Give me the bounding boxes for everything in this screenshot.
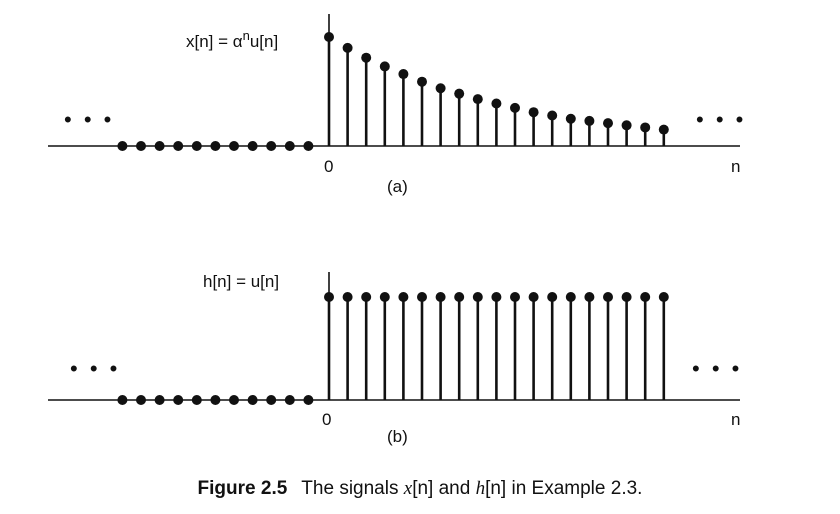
panel-b-caption-label: (b)	[387, 427, 408, 446]
panel-a-sample-n10	[510, 102, 520, 113]
panel-b-zero-sample-n-7	[191, 395, 202, 405]
panel-a-sample-n14	[584, 115, 595, 126]
panel-b-sample-n15	[603, 292, 613, 302]
panel-a-sample-n6	[435, 83, 446, 94]
panel-a-signal-label: x[n] = αnu[n]	[186, 28, 278, 51]
panel-a-sample-n18	[658, 124, 669, 135]
panel-b-sample-n2	[361, 292, 372, 302]
panel-a-sample-n8	[472, 94, 483, 105]
panel-b-zero-sample-n-5	[229, 395, 239, 405]
panel-b-n-label: n	[731, 410, 740, 429]
panel-b-zero-sample-n-4	[247, 395, 258, 405]
panel-a-sample-n16	[621, 120, 632, 131]
panel-a-zero-sample-n-10	[136, 141, 146, 151]
panel-b-sample-n9	[491, 292, 502, 302]
figure-caption: Figure 2.5 The signals x[n] and h[n] in E…	[197, 478, 643, 499]
panel-a-n-label: n	[731, 157, 740, 176]
panel-a-sample-n5	[417, 76, 427, 87]
panel-a: • • • • • • x[n] = αnu[n] 0 n (a)	[48, 14, 746, 196]
panel-a-caption-label: (a)	[387, 177, 408, 196]
panel-a-sample-n7	[454, 88, 465, 99]
panel-a-zero-sample-n-11	[117, 141, 128, 151]
panel-b: • • • • • • h[n] = u[n] 0 n (b)	[48, 272, 742, 446]
panel-a-zero-sample-n-6	[210, 141, 221, 151]
panel-b-sample-n6	[435, 292, 446, 302]
panel-a-sample-n13	[565, 113, 576, 124]
panel-b-sample-n8	[472, 292, 483, 302]
panel-a-zero-sample-n-7	[191, 141, 202, 151]
panel-a-sample-n2	[361, 52, 372, 63]
panel-b-sample-n4	[398, 292, 409, 302]
panel-b-zero-sample-n-9	[154, 395, 165, 405]
panel-b-left-continuation: • • •	[70, 356, 120, 381]
panel-b-sample-n5	[417, 292, 427, 302]
panel-a-zero-sample-n-5	[229, 141, 239, 151]
panel-a-sample-n17	[640, 122, 651, 133]
panel-a-sample-n15	[603, 118, 613, 129]
panel-b-zero-sample-n-2	[284, 395, 295, 405]
panel-a-sample-n0	[324, 32, 334, 42]
panel-a-sample-n4	[398, 69, 409, 80]
panel-a-zero-sample-n-2	[284, 141, 295, 151]
panel-a-sample-n11	[528, 107, 539, 118]
panel-a-sample-n9	[491, 98, 502, 109]
panel-b-sample-n16	[621, 292, 632, 302]
panel-a-zero-sample-n-1	[303, 141, 314, 151]
panel-b-zero-sample-n-10	[136, 395, 146, 405]
figure-number: Figure 2.5	[197, 478, 288, 499]
panel-b-sample-n18	[658, 292, 669, 302]
panel-b-signal-label: h[n] = u[n]	[203, 272, 279, 291]
panel-a-origin-label: 0	[324, 157, 333, 176]
panel-b-sample-n14	[584, 292, 595, 302]
panel-a-zero-sample-n-9	[154, 141, 165, 151]
panel-b-zero-sample-n-11	[117, 395, 128, 405]
panel-a-sample-n3	[379, 61, 390, 72]
panel-b-zero-sample-n-1	[303, 395, 314, 405]
panel-b-sample-n1	[342, 292, 353, 302]
panel-b-sample-n12	[547, 292, 558, 302]
panel-a-zero-sample-n-3	[266, 141, 277, 151]
panel-b-right-continuation: • • •	[692, 356, 742, 381]
panel-b-sample-n17	[640, 292, 651, 302]
panel-a-sample-n1	[342, 42, 353, 53]
panel-a-right-continuation: • • •	[696, 107, 746, 132]
panel-b-sample-n0	[324, 292, 334, 302]
panel-a-zero-sample-n-4	[247, 141, 258, 151]
panel-b-zero-sample-n-6	[210, 395, 221, 405]
panel-a-stems	[117, 32, 669, 151]
panel-b-sample-n10	[510, 292, 520, 302]
panel-b-origin-label: 0	[322, 410, 331, 429]
panel-b-stems	[117, 292, 669, 405]
panel-a-zero-sample-n-8	[173, 141, 184, 151]
panel-b-sample-n3	[379, 292, 390, 302]
panel-a-sample-n12	[547, 110, 558, 121]
panel-a-left-continuation: • • •	[64, 107, 114, 132]
panel-b-zero-sample-n-8	[173, 395, 184, 405]
panel-b-zero-sample-n-3	[266, 395, 277, 405]
panel-b-sample-n13	[565, 292, 576, 302]
panel-b-sample-n11	[528, 292, 539, 302]
panel-b-sample-n7	[454, 292, 465, 302]
figure-canvas: • • • • • • x[n] = αnu[n] 0 n (a) • • • …	[48, 14, 746, 446]
